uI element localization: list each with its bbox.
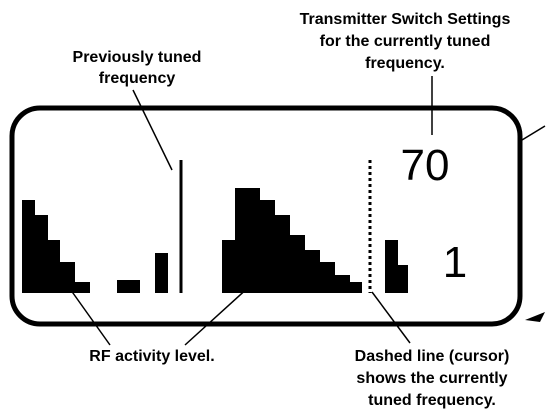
rf-bars <box>385 240 408 293</box>
callout-line <box>371 291 411 344</box>
callout-line <box>132 89 173 171</box>
annotation: Transmitter Switch Settings <box>300 11 511 28</box>
annotation: Dashed line (cursor) <box>355 348 510 365</box>
edge-arrow <box>525 312 545 322</box>
rf-bars <box>222 188 362 293</box>
display-frame <box>9 105 523 327</box>
rf-bar <box>155 253 168 293</box>
callout-line <box>184 265 273 346</box>
annotation: frequency. <box>365 55 445 72</box>
channel: 1 <box>443 238 467 287</box>
annotation: for the currently tuned <box>320 33 491 50</box>
switch-setting: 70 <box>401 141 450 190</box>
callout-line <box>57 271 111 346</box>
annotation: frequency <box>99 70 176 87</box>
annotation: tuned frequency. <box>368 392 496 409</box>
rf-bar <box>117 280 140 293</box>
edge-line <box>521 125 546 141</box>
annotation: RF activity level. <box>89 348 214 365</box>
annotation: shows the currently <box>356 370 507 387</box>
rf-bars <box>22 200 90 293</box>
annotation: Previously tuned <box>73 49 202 66</box>
